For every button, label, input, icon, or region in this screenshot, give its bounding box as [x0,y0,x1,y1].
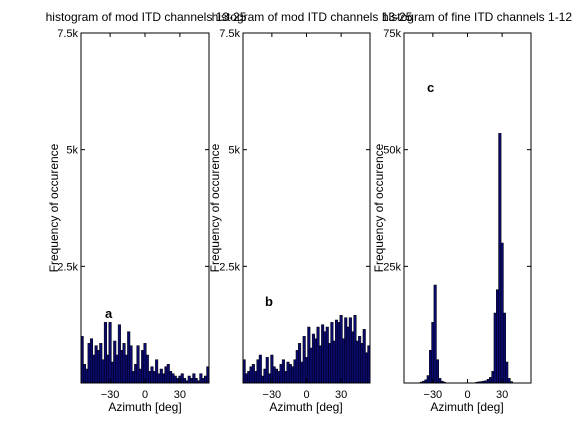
x-tick-label-c-1: 0 [464,389,470,401]
chart-title-b: histogram of mod ITD channels 13-25 [212,10,413,24]
x-tick-label-c-0: −30 [424,389,443,401]
ticks-b: −30 0 30 2.5k 5k 7.5k [219,28,370,401]
y-tick-label-b-2: 7.5k [219,28,240,40]
panel-label-a: a [105,306,113,321]
y-tick-label-c-0: 25k [383,261,401,273]
y-tick-label-b-1: 5k [228,145,240,157]
y-tick-label-a-2: 7.5k [57,28,78,40]
y-tick-label-c-1: 50k [383,145,401,157]
ticks-c: −30 0 30 25k 50k 75k [383,28,531,401]
y-tick-label-c-2: 75k [383,28,401,40]
y-axis-label-c: Frequency of occurence [372,143,386,272]
y-axis-label-b: Frequency of occurence [208,143,222,272]
x-axis-label-b: Azimuth [deg] [269,400,342,414]
x-tick-label-b-1: 0 [303,389,309,401]
x-tick-label-c-2: 30 [496,389,508,401]
x-tick-label-a-2: 30 [174,389,186,401]
panel-a: −30 0 30 2.5k 5k 7.5k a Azimuth [deg] Frequen… [47,28,210,414]
x-tick-label-b-2: 30 [335,389,347,401]
bars-b [242,315,371,384]
panel-label-c: c [427,80,434,95]
x-tick-label-a-1: 0 [142,389,148,401]
y-axis-label-a: Frequency of occurence [47,143,61,272]
panel-c: −30 0 30 25k 50k 75k c Azimuth [deg] Frequenc… [372,28,532,414]
x-axis-label-c: Azimuth [deg] [430,400,503,414]
chart-title-a: histogram of mod ITD channels 13-25 [46,10,247,24]
x-axis-label-a: Azimuth [deg] [108,400,181,414]
y-tick-label-a-0: 2.5k [57,261,78,273]
y-tick-label-a-1: 5k [66,145,78,157]
panel-label-b: b [265,294,273,309]
ticks-a: −30 0 30 2.5k 5k 7.5k [57,28,209,401]
y-tick-label-b-0: 2.5k [219,261,240,273]
x-tick-label-a-0: −30 [101,389,120,401]
panel-b: −30 0 30 2.5k 5k 7.5k b Azimuth [deg] Frequen… [208,28,371,414]
chart-title-c: histogram of fine ITD channels 1-12 [382,10,572,24]
x-tick-label-b-0: −30 [263,389,282,401]
